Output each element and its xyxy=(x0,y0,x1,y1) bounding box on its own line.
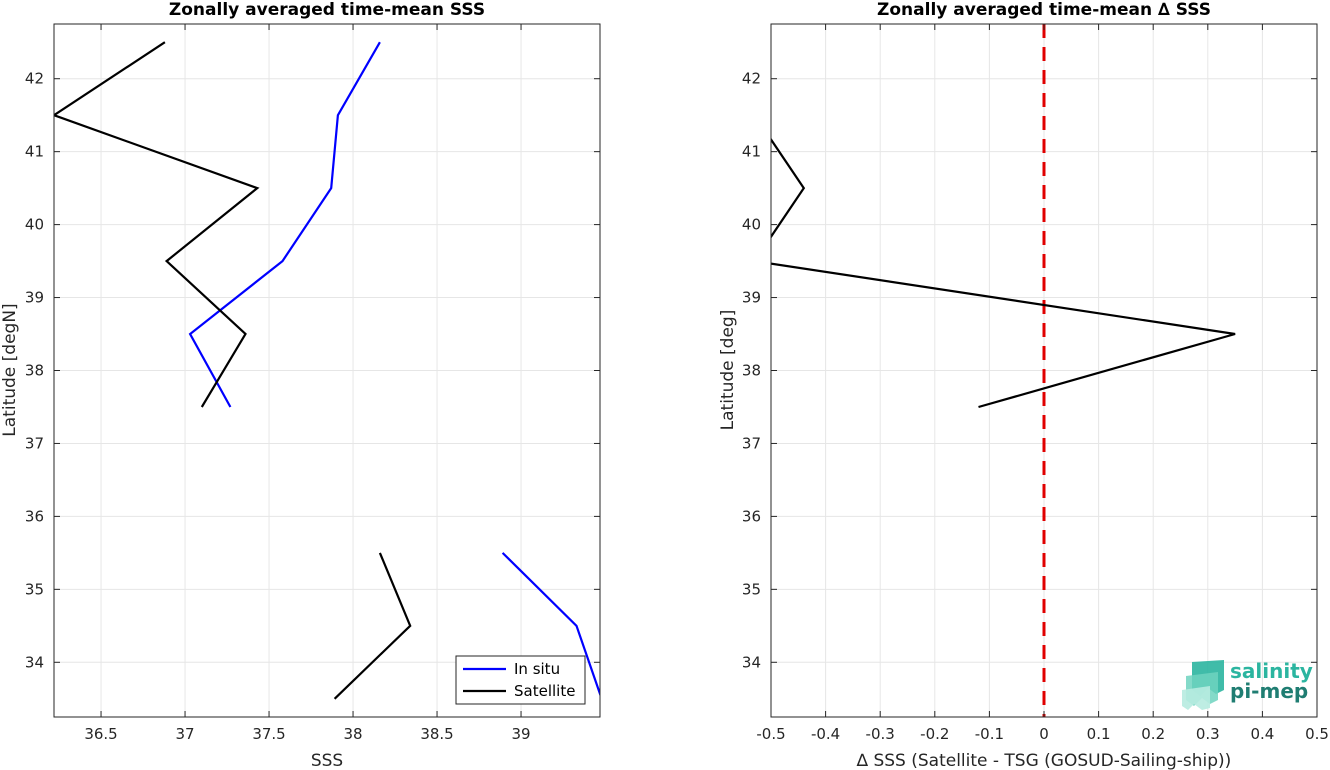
salinity-pimep-logo: salinity pi-mep xyxy=(1182,659,1313,710)
sss-y-axis-label: Latitude [degN] xyxy=(0,303,20,436)
sss-series-in-situ-line xyxy=(188,41,381,408)
sss-y-tick-label: 35 xyxy=(25,580,44,598)
sss-y-tick-label: 37 xyxy=(25,434,44,452)
delta-x-tick-label: 0 xyxy=(1039,725,1049,743)
sss-x-axis-label: SSS xyxy=(311,751,343,770)
wave-logo-icon xyxy=(1182,660,1224,710)
sss-x-tick-label: 39 xyxy=(511,725,530,743)
legend-label-in-situ: In situ xyxy=(514,660,560,678)
sss-y-tick-label: 39 xyxy=(25,289,44,307)
delta-y-tick-label: 41 xyxy=(742,143,761,161)
legend-label-satellite: Satellite xyxy=(514,682,575,700)
sss-ticks: 36.5 37 37.5 38 38.5 39 34 35 36 37 38 39 40 41 42 xyxy=(25,24,600,743)
logo-text-pimep: pi-mep xyxy=(1230,679,1308,703)
delta-y-tick-label: 42 xyxy=(742,70,761,88)
logo-text-salinity: salinity xyxy=(1230,659,1313,683)
sss-x-tick-label: 36.5 xyxy=(84,725,117,743)
delta-x-tick-label: 0.3 xyxy=(1196,725,1220,743)
delta-series-difference-line xyxy=(771,137,1236,409)
sss-series-group xyxy=(54,41,600,700)
delta-x-tick-label: -0.4 xyxy=(811,725,840,743)
delta-y-tick-label: 40 xyxy=(742,216,761,234)
delta-y-tick-label: 35 xyxy=(742,580,761,598)
sss-x-tick-label: 38 xyxy=(343,725,362,743)
delta-x-tick-label: -0.2 xyxy=(920,725,949,743)
delta-ticks: -0.5 -0.4 -0.3 -0.2 -0.1 0 0.1 0.2 0.3 0.4 0.5 34 35… xyxy=(742,24,1329,743)
delta-y-tick-label: 39 xyxy=(742,289,761,307)
sss-y-tick-label: 38 xyxy=(25,362,44,380)
sss-chart-title: Zonally averaged time-mean SSS xyxy=(169,0,485,20)
delta-chart-title: Zonally averaged time-mean ∆ SSS xyxy=(877,0,1211,20)
legend-box xyxy=(455,655,586,705)
delta-sss-panel: -0.5 -0.4 -0.3 -0.2 -0.1 0 0.1 0.2 0.3 0.4 0.5 34 35… xyxy=(718,0,1329,770)
sss-x-tick-label: 37.5 xyxy=(252,725,285,743)
delta-y-tick-label: 36 xyxy=(742,507,761,525)
delta-x-axis-label: ∆ SSS (Satellite - TSG (GOSUD-Sailing-sh… xyxy=(856,751,1232,770)
sss-series-satellite-line xyxy=(54,41,260,408)
delta-y-tick-label: 34 xyxy=(742,653,761,671)
delta-y-axis-label: Latitude [deg] xyxy=(718,310,738,431)
delta-x-tick-label: 0.5 xyxy=(1305,725,1329,743)
delta-y-tick-label: 37 xyxy=(742,434,761,452)
sss-x-tick-label: 37 xyxy=(175,725,194,743)
legend: In situ Satellite xyxy=(455,655,586,705)
delta-x-tick-label: -0.3 xyxy=(866,725,895,743)
delta-x-tick-label: -0.1 xyxy=(975,725,1004,743)
delta-x-tick-label: -0.5 xyxy=(756,725,785,743)
sss-y-tick-label: 41 xyxy=(25,143,44,161)
delta-x-tick-label: 0.1 xyxy=(1087,725,1111,743)
sss-y-tick-label: 36 xyxy=(25,507,44,525)
sss-y-tick-label: 34 xyxy=(25,653,44,671)
delta-x-tick-label: 0.4 xyxy=(1250,725,1274,743)
delta-series-group xyxy=(771,24,1236,717)
sss-y-tick-label: 40 xyxy=(25,216,44,234)
sss-series-satellite-line xyxy=(333,552,412,700)
sss-grid xyxy=(54,24,600,717)
sss-series-in-situ-line xyxy=(501,552,600,698)
sss-y-tick-label: 42 xyxy=(25,70,44,88)
sss-x-tick-label: 38.5 xyxy=(420,725,453,743)
delta-y-tick-label: 38 xyxy=(742,362,761,380)
sss-panel: 36.5 37 37.5 38 38.5 39 34 35 36 37 38 39 40 41 42 Zon… xyxy=(0,0,601,770)
delta-x-tick-label: 0.2 xyxy=(1141,725,1165,743)
